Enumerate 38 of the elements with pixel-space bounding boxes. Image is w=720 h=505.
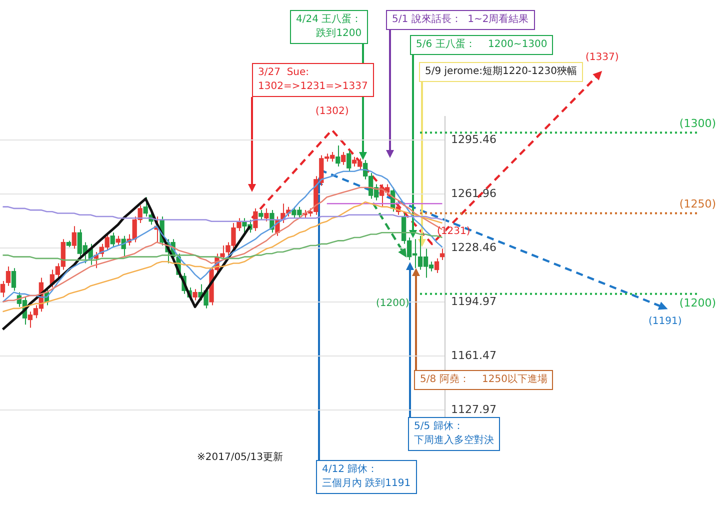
candlestick (143, 196, 148, 217)
ref-line-label: (1250) (679, 198, 716, 211)
callout-box: 4/24 王八蛋：跌到1200 (290, 10, 368, 44)
callout-box: 5/6 王八蛋： 1200~1300 (410, 35, 554, 55)
candlestick (336, 145, 340, 167)
ref-line-label: (1200) (679, 296, 716, 310)
candlestick (11, 268, 16, 292)
candlestick (341, 151, 346, 166)
y-tick-label: 1161.47 (451, 348, 496, 362)
candlestick (264, 208, 269, 222)
callout-box: 5/8 阿堯： 1250以下進場 (414, 370, 554, 390)
y-tick-label: 1295.46 (451, 132, 496, 146)
annotation: (1231) (437, 226, 470, 238)
y-tick-label: 1194.97 (451, 294, 496, 308)
ref-line-label: (1300) (679, 116, 716, 130)
callout-box: 3/27 Sue: 1302=>1231=>1337 (252, 63, 374, 97)
text: ※2017/05/13更新 (197, 452, 284, 464)
callout-box: 5/1 說來話長： 1~2周看結果 (386, 10, 535, 30)
candlestick (258, 210, 264, 220)
annotation: (1302) (316, 106, 349, 118)
annotation: (1200) (376, 298, 410, 310)
y-tick-label: 1228.46 (451, 240, 496, 254)
callout-box: 5/9 jerome:短期1220-1230狹幅 (419, 62, 583, 82)
callout-box: 4/12 歸休：三個月內 跌到1191 (316, 460, 417, 494)
y-tick-label: 1127.97 (451, 402, 496, 416)
candlestick (253, 208, 258, 232)
candlestick (6, 266, 11, 286)
callout-box: 5/5 歸休：下周進入多空對決 (408, 417, 500, 451)
candlestick (110, 232, 115, 248)
candlestick (0, 280, 6, 298)
candlestick (346, 150, 352, 172)
y-tick-label: 1261.96 (451, 186, 496, 200)
candlestick (192, 288, 198, 301)
candlestick (434, 258, 440, 274)
text: (1337) (586, 52, 619, 64)
text: (1191) (648, 316, 682, 328)
candlestick (72, 226, 76, 250)
annotation: 5/8 阿堯： 1250以下進場 (420, 373, 548, 387)
